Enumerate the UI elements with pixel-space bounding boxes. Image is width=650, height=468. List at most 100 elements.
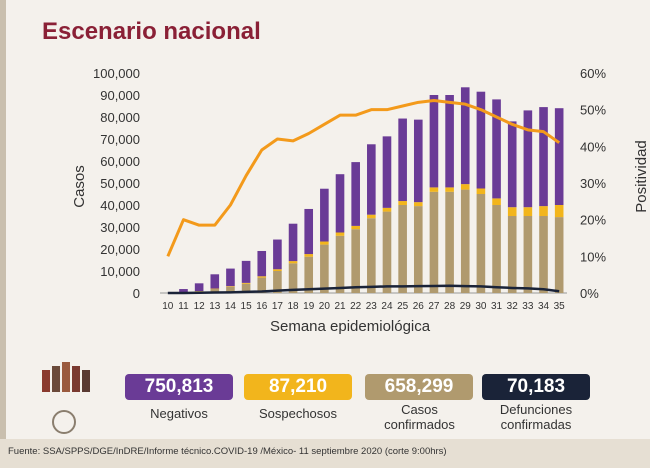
y2-tick-label: 30% <box>580 176 606 191</box>
bar-segment <box>320 241 329 245</box>
bar-segment <box>367 144 376 215</box>
x-tick-label: 13 <box>209 301 221 312</box>
bar-segment <box>445 191 454 293</box>
bar-segment <box>194 283 204 292</box>
bar-segment <box>460 184 470 190</box>
defunciones-badge: 70,183 <box>482 374 590 400</box>
x-tick-label: 26 <box>413 301 425 312</box>
bar-segment <box>241 260 251 283</box>
bar-segment <box>445 95 454 188</box>
page-title: Escenario nacional <box>42 18 261 45</box>
y-axis-right-label: Positividad <box>632 140 650 213</box>
confirmados-label: Casos confirmados <box>384 402 455 432</box>
bar-segment <box>351 229 360 293</box>
bar-segment <box>288 263 298 293</box>
bar-segment <box>523 207 533 216</box>
bar-segment <box>429 95 439 188</box>
x-tick-label: 23 <box>366 301 378 312</box>
bar-segment <box>507 216 517 293</box>
bar-segment <box>273 269 282 271</box>
sospechosos-label: Sospechosos <box>258 406 338 421</box>
bar-segment <box>554 205 564 218</box>
x-tick-label: 11 <box>178 301 189 312</box>
bar-segment <box>460 87 470 185</box>
bar-segment <box>398 118 407 202</box>
bar-segment <box>335 232 345 236</box>
y2-tick-label: 20% <box>580 213 606 228</box>
bar-segment <box>523 216 533 293</box>
y-tick-label: 40,000 <box>100 198 140 213</box>
x-axis-label: Semana epidemiológica <box>270 318 431 335</box>
y2-tick-label: 60% <box>580 66 606 81</box>
bar-segment <box>320 188 329 242</box>
bar-segment <box>539 107 548 207</box>
bar-segment <box>367 214 376 219</box>
confirmados-badge: 658,299 <box>365 374 473 400</box>
x-tick-label: 17 <box>272 301 284 312</box>
x-tick-label: 25 <box>397 301 409 312</box>
x-tick-label: 15 <box>241 301 253 312</box>
bar-segment <box>382 211 392 293</box>
x-tick-label: 14 <box>225 301 237 312</box>
bar-segment <box>539 206 548 216</box>
x-tick-label: 21 <box>334 301 346 312</box>
y2-tick-label: 0% <box>580 286 599 301</box>
bar-segment <box>382 136 392 208</box>
bar-segment <box>351 162 360 226</box>
y2-tick-label: 50% <box>580 103 606 118</box>
bar-segment <box>226 286 235 293</box>
bar-segment <box>429 191 439 293</box>
x-tick-label: 16 <box>256 301 268 312</box>
bar-segment <box>304 256 314 293</box>
bar-segment <box>429 187 439 192</box>
bar-segment <box>273 271 282 293</box>
defunciones-line <box>167 284 560 295</box>
bar-segment <box>288 223 298 262</box>
bar-segment <box>226 286 235 287</box>
negativos-badge: 750,813 <box>125 374 233 400</box>
bar-segment <box>413 119 423 203</box>
x-tick-label: 27 <box>428 301 440 312</box>
bar-segment <box>413 202 423 207</box>
bar-segment <box>413 206 423 293</box>
bar-segment <box>335 235 345 293</box>
negativos-label: Negativos <box>150 406 208 421</box>
x-tick-label: 34 <box>538 301 550 312</box>
bar-segment <box>257 276 267 278</box>
bar-segment <box>507 207 517 216</box>
y-tick-label: 100,000 <box>93 66 140 81</box>
bar-segment <box>273 239 282 270</box>
bar-segment <box>304 208 314 255</box>
bar-segment <box>210 274 220 289</box>
y-tick-label: 10,000 <box>100 264 140 279</box>
source-footer: Fuente: SSA/SPPS/DGE/InDRE/Informe técni… <box>0 439 650 468</box>
x-tick-label: 30 <box>475 301 487 312</box>
x-tick-label: 10 <box>162 301 174 312</box>
bar-segment <box>445 187 454 192</box>
y-tick-label: 80,000 <box>100 110 140 125</box>
bar-segment <box>241 282 251 284</box>
bar-segment <box>476 194 486 293</box>
bar-segment <box>226 268 235 287</box>
x-tick-label: 18 <box>287 301 299 312</box>
y-tick-label: 0 <box>133 286 140 301</box>
x-tick-label: 31 <box>491 301 503 312</box>
bar-segment <box>257 277 267 293</box>
side-stripe <box>0 0 6 468</box>
x-tick-label: 24 <box>381 301 393 312</box>
y-tick-label: 30,000 <box>100 220 140 235</box>
x-tick-label: 12 <box>194 301 206 312</box>
bar-segment <box>554 217 564 293</box>
bar-segment <box>476 91 486 189</box>
bar-segment <box>476 188 486 194</box>
bar-segment <box>288 261 298 264</box>
x-tick-label: 33 <box>522 301 534 312</box>
bar-segment <box>507 121 517 208</box>
x-tick-label: 22 <box>350 301 362 312</box>
x-tick-label: 35 <box>554 301 566 312</box>
positividad-line <box>166 99 561 257</box>
bar-segment <box>367 218 376 293</box>
seal-icon <box>52 410 76 434</box>
y-tick-label: 20,000 <box>100 242 140 257</box>
